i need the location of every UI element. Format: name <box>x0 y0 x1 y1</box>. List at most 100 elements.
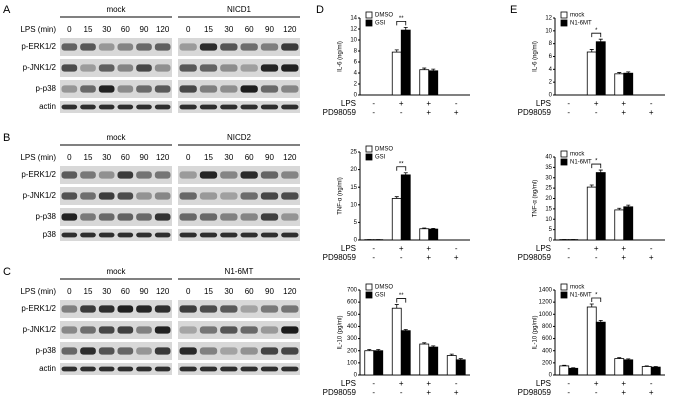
x-row-name: LPS <box>341 99 356 108</box>
y-tick-label: 15 <box>350 185 357 191</box>
blot-bg <box>178 187 300 205</box>
legend-swatch <box>365 291 373 299</box>
y-tick-label: 2 <box>354 82 358 88</box>
legend-label: mock <box>570 285 585 291</box>
band <box>199 347 218 355</box>
band <box>260 366 279 372</box>
band <box>80 171 96 179</box>
band <box>281 64 299 72</box>
y-tick-label: 4 <box>549 67 553 73</box>
y-tick-label: 5 <box>549 227 553 233</box>
time-point: 15 <box>204 153 213 162</box>
error-bar <box>367 349 372 351</box>
band <box>80 305 96 313</box>
time-point: 30 <box>102 287 111 296</box>
x-row-name: LPS <box>341 379 356 388</box>
time-point: 0 <box>186 287 191 296</box>
y-tick-label: 8 <box>354 49 358 55</box>
band <box>220 104 238 110</box>
bar <box>400 330 411 376</box>
time-point: 30 <box>224 287 233 296</box>
band <box>199 326 218 334</box>
time-label: LPS (min) <box>20 25 56 34</box>
legend-label: GSI <box>375 21 386 27</box>
time-point: 0 <box>67 153 72 162</box>
x-tick-label: - <box>595 388 598 397</box>
blot-bg <box>178 229 300 241</box>
x-tick-label: - <box>567 99 570 108</box>
x-tick-label: + <box>649 388 654 397</box>
y-axis-label: IL-6 (ng/ml) <box>533 41 539 72</box>
x-tick-label: + <box>426 99 431 108</box>
time-point: 90 <box>265 287 274 296</box>
bar <box>595 172 606 241</box>
error-bar <box>422 227 427 229</box>
band <box>260 104 279 110</box>
y-tick-label: 5 <box>354 220 358 226</box>
band <box>117 64 134 72</box>
blot-bg <box>60 208 172 226</box>
legend-label: DMSO <box>375 147 393 153</box>
band <box>117 305 134 313</box>
x-tick-label: - <box>567 253 570 262</box>
y-axis-label: IL-10 (pg/ml) <box>533 315 539 349</box>
band <box>260 64 279 72</box>
band <box>199 366 218 372</box>
x-tick-label: - <box>650 379 653 388</box>
blot-bg <box>178 321 300 339</box>
x-tick-label: - <box>372 99 375 108</box>
y-tick-label: 10 <box>350 38 357 44</box>
legend-label: DMSO <box>375 285 393 291</box>
time-point: 15 <box>84 287 93 296</box>
band <box>80 64 96 72</box>
band <box>61 171 78 179</box>
band <box>80 232 96 238</box>
error-bar <box>617 207 622 210</box>
error-bar <box>653 366 658 368</box>
panel-label: C <box>3 266 11 278</box>
time-point: 0 <box>186 153 191 162</box>
time-label: LPS (min) <box>20 287 56 296</box>
blot-bg <box>178 342 300 360</box>
annotation: ** <box>399 161 404 167</box>
band <box>240 104 258 110</box>
time-point: 60 <box>245 153 254 162</box>
band <box>61 85 78 93</box>
band <box>281 232 299 238</box>
x-tick-label: + <box>454 253 459 262</box>
error-bar <box>598 319 603 323</box>
bar <box>614 209 625 241</box>
error-bar <box>644 365 649 367</box>
x-tick-label: + <box>621 388 626 397</box>
y-tick-label: 25 <box>350 150 357 156</box>
band <box>220 232 238 238</box>
x-row-name: LPS <box>536 99 551 108</box>
band <box>260 171 279 179</box>
y-tick-label: 12 <box>545 16 552 22</box>
band <box>61 326 78 334</box>
band <box>136 64 152 72</box>
band <box>179 366 197 372</box>
row-label: p-JNK1/2 <box>23 191 57 200</box>
band <box>179 305 197 313</box>
bracket <box>396 166 407 171</box>
y-tick-label: 35 <box>545 165 552 171</box>
y-tick-label: 500 <box>347 312 358 318</box>
band <box>179 64 197 72</box>
band <box>179 85 197 93</box>
error-bar <box>626 71 631 74</box>
bar <box>559 365 570 376</box>
error-bar <box>403 26 408 31</box>
band <box>98 347 115 355</box>
band <box>154 85 171 93</box>
panel-label: E <box>510 4 517 16</box>
band <box>117 192 134 200</box>
band <box>117 213 134 221</box>
bar <box>428 228 439 241</box>
band <box>136 43 152 51</box>
x-tick-label: + <box>454 108 459 117</box>
band <box>117 104 134 110</box>
band <box>154 366 171 372</box>
band <box>98 171 115 179</box>
annotation: * <box>595 159 598 165</box>
